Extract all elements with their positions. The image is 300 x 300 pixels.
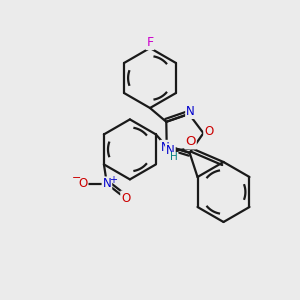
Text: N: N <box>161 141 170 154</box>
Text: F: F <box>146 36 154 49</box>
Text: O: O <box>185 135 196 148</box>
Text: H: H <box>170 152 178 163</box>
Text: N: N <box>166 144 175 158</box>
Text: N: N <box>103 177 111 190</box>
Text: O: O <box>121 191 130 205</box>
Text: O: O <box>78 177 88 190</box>
Text: N: N <box>186 105 195 118</box>
Text: O: O <box>204 125 213 138</box>
Text: +: + <box>109 175 117 185</box>
Text: −: − <box>72 173 82 184</box>
